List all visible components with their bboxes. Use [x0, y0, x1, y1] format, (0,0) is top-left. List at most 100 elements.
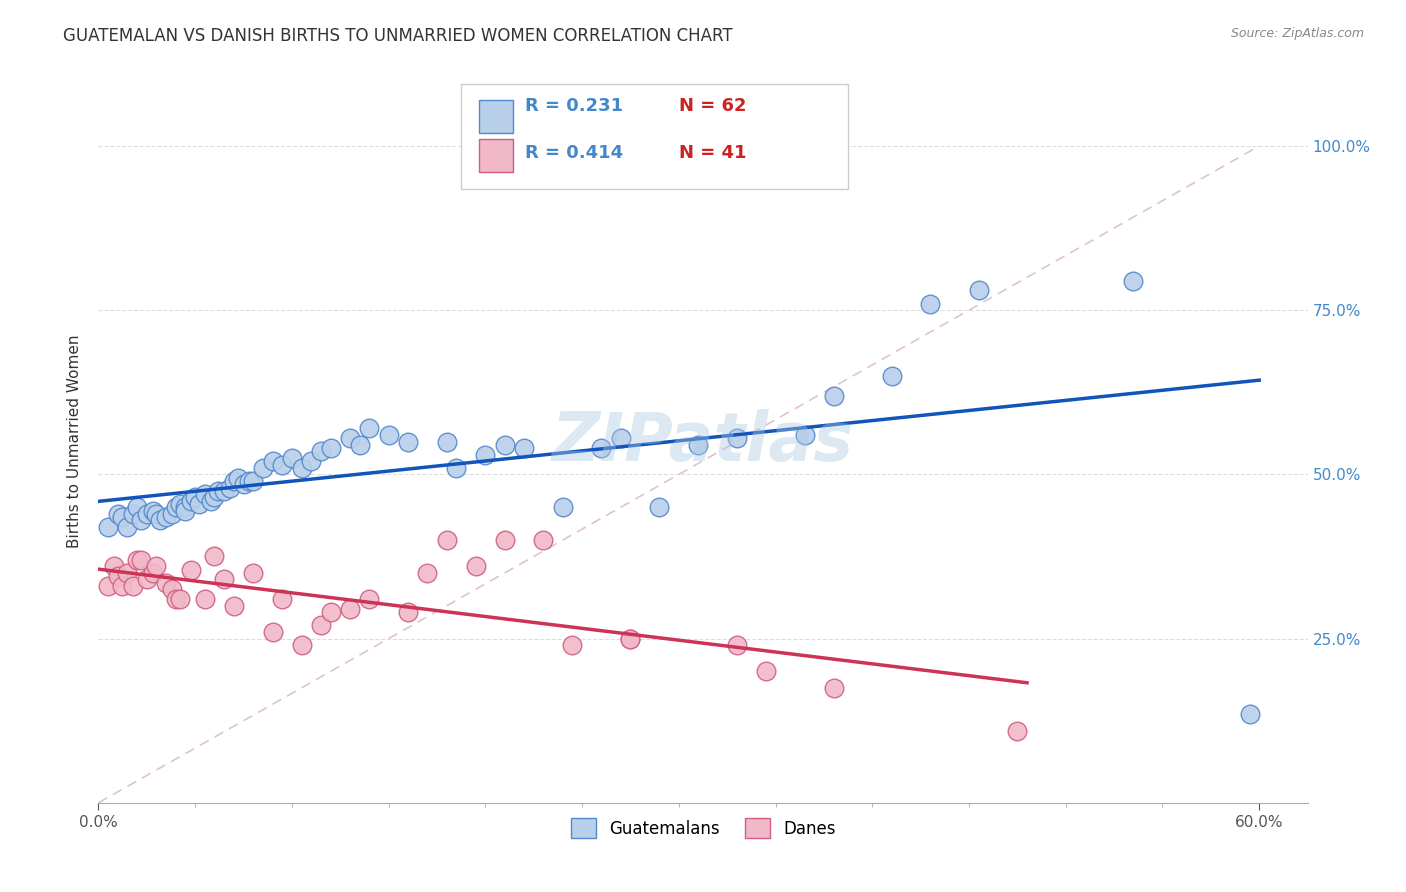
Point	[200, 493, 222, 508]
Point	[180, 563, 202, 577]
Point	[165, 592, 187, 607]
Point	[396, 434, 419, 449]
Point	[793, 428, 815, 442]
Point	[319, 441, 342, 455]
Point	[271, 458, 294, 472]
Point	[160, 507, 183, 521]
Point	[204, 491, 226, 505]
Point	[494, 438, 516, 452]
Point	[880, 368, 903, 383]
Point	[446, 460, 468, 475]
Point	[226, 471, 249, 485]
Point	[436, 434, 458, 449]
Point	[222, 599, 245, 613]
Point	[359, 592, 381, 607]
Point	[513, 441, 536, 455]
Point	[127, 500, 149, 515]
FancyBboxPatch shape	[461, 84, 848, 189]
Point	[464, 559, 486, 574]
Point	[619, 632, 641, 646]
Point	[339, 431, 361, 445]
Point	[145, 559, 167, 574]
Text: Source: ZipAtlas.com: Source: ZipAtlas.com	[1230, 27, 1364, 40]
Point	[339, 602, 361, 616]
Point	[436, 533, 458, 547]
Point	[117, 520, 139, 534]
Y-axis label: Births to Unmarried Women: Births to Unmarried Women	[67, 334, 83, 549]
Point	[232, 477, 254, 491]
Point	[262, 625, 284, 640]
Text: R = 0.414: R = 0.414	[526, 144, 623, 162]
Point	[122, 579, 145, 593]
Point	[129, 553, 152, 567]
Point	[967, 284, 990, 298]
Text: R = 0.231: R = 0.231	[526, 97, 623, 115]
Point	[252, 460, 274, 475]
Point	[561, 638, 583, 652]
Text: GUATEMALAN VS DANISH BIRTHS TO UNMARRIED WOMEN CORRELATION CHART: GUATEMALAN VS DANISH BIRTHS TO UNMARRIED…	[63, 27, 733, 45]
Point	[204, 549, 226, 564]
Point	[319, 605, 342, 619]
Point	[474, 448, 496, 462]
Point	[135, 573, 157, 587]
Point	[111, 579, 134, 593]
Point	[212, 483, 235, 498]
Point	[349, 438, 371, 452]
Point	[97, 520, 120, 534]
Point	[531, 533, 554, 547]
Point	[149, 513, 172, 527]
Point	[155, 575, 177, 590]
Point	[145, 507, 167, 521]
Point	[416, 566, 439, 580]
Point	[1122, 274, 1144, 288]
Point	[725, 431, 748, 445]
Point	[194, 592, 217, 607]
Point	[281, 450, 304, 465]
Point	[920, 296, 942, 310]
Point	[823, 681, 845, 695]
Point	[165, 500, 187, 515]
Point	[188, 497, 211, 511]
Point	[262, 454, 284, 468]
Point	[184, 491, 207, 505]
Point	[755, 665, 778, 679]
Point	[688, 438, 710, 452]
Point	[135, 507, 157, 521]
Bar	[479, 139, 513, 172]
Point	[242, 566, 264, 580]
Point	[290, 460, 312, 475]
Point	[222, 474, 245, 488]
Point	[142, 503, 165, 517]
Point	[97, 579, 120, 593]
Point	[155, 510, 177, 524]
Point	[129, 513, 152, 527]
Point	[377, 428, 399, 442]
Point	[359, 421, 381, 435]
Point	[309, 444, 332, 458]
Point	[169, 497, 191, 511]
Point	[648, 500, 671, 515]
Point	[1239, 707, 1261, 722]
Point	[610, 431, 633, 445]
Point	[127, 553, 149, 567]
Text: N = 62: N = 62	[679, 97, 747, 115]
Bar	[479, 100, 513, 133]
Point	[117, 566, 139, 580]
Point	[169, 592, 191, 607]
Point	[309, 618, 332, 632]
Point	[494, 533, 516, 547]
Point	[242, 474, 264, 488]
Point	[619, 632, 641, 646]
Text: ZIPatlas: ZIPatlas	[553, 409, 853, 475]
Point	[107, 507, 129, 521]
Point	[160, 582, 183, 597]
Text: N = 41: N = 41	[679, 144, 747, 162]
Point	[290, 638, 312, 652]
Point	[174, 500, 197, 515]
Point	[111, 510, 134, 524]
Point	[122, 507, 145, 521]
Point	[396, 605, 419, 619]
Point	[299, 454, 322, 468]
Point	[1007, 723, 1029, 738]
Point	[212, 573, 235, 587]
